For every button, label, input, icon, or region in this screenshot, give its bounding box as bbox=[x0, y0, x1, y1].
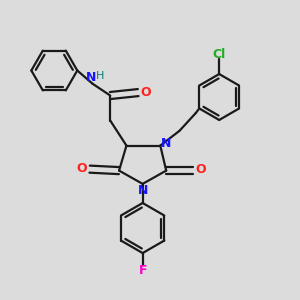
Text: H: H bbox=[96, 70, 104, 80]
Text: O: O bbox=[196, 163, 206, 176]
Text: F: F bbox=[138, 264, 147, 277]
Text: O: O bbox=[76, 162, 87, 175]
Text: Cl: Cl bbox=[213, 48, 226, 62]
Text: O: O bbox=[141, 86, 152, 99]
Text: N: N bbox=[137, 184, 148, 197]
Text: N: N bbox=[86, 71, 96, 84]
Text: N: N bbox=[160, 137, 171, 150]
